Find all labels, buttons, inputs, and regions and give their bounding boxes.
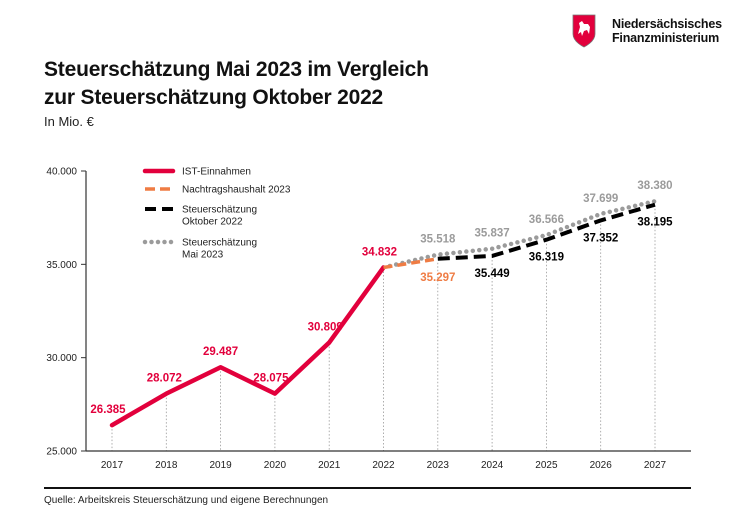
y-tick-label: 35.000: [46, 260, 77, 271]
x-tick-label: 2017: [101, 460, 124, 471]
data-label: 28.075: [253, 373, 289, 385]
series-line-nachtragshaushalt-2023: [383, 257, 439, 270]
data-label: 36.566: [529, 214, 564, 226]
legend-label: Nachtragshaushalt 2023: [182, 185, 291, 196]
data-label: 26.385: [90, 404, 126, 416]
data-label: 28.072: [147, 373, 182, 385]
footer-divider: [44, 487, 691, 489]
x-tick-label: 2024: [481, 460, 504, 471]
data-label: 30.809: [308, 322, 343, 334]
legend-label: Oktober 2022: [182, 217, 243, 228]
legend-label: Steuerschätzung: [182, 238, 257, 249]
x-tick-label: 2020: [264, 460, 287, 471]
legend-label: Steuerschätzung: [182, 205, 257, 216]
x-tick-label: 2018: [155, 460, 178, 471]
source-note: Quelle: Arbeitskreis Steuerschätzung und…: [44, 495, 329, 506]
org-line-2: Finanzministerium: [612, 30, 720, 45]
chart-subtitle: In Mio. €: [44, 114, 94, 129]
org-line-1: Niedersächsisches: [612, 17, 722, 31]
legend-label: IST-Einnahmen: [182, 167, 251, 178]
x-tick-label: 2027: [644, 460, 667, 471]
title-line-2: zur Steuerschätzung Oktober 2022: [44, 86, 384, 109]
y-tick-label: 40.000: [46, 167, 77, 178]
data-label: 35.297: [420, 272, 455, 284]
x-tick-label: 2025: [535, 460, 558, 471]
series-line-steuersch-tzung-oktober-2022: [437, 202, 656, 261]
title-line-1: Steuerschätzung Mai 2023 im Vergleich: [44, 58, 429, 81]
data-label: 35.518: [420, 234, 456, 246]
data-label: 37.352: [583, 232, 618, 244]
y-tick-label: 25.000: [46, 447, 77, 458]
y-tick-label: 30.000: [46, 353, 77, 364]
chart-title: Steuerschätzung Mai 2023 im Vergleich zu…: [44, 56, 429, 112]
x-tick-label: 2021: [318, 460, 341, 471]
data-label: 35.837: [475, 228, 510, 240]
data-label: 35.449: [475, 268, 510, 280]
data-label: 38.195: [637, 217, 673, 229]
data-label: 34.832: [362, 246, 397, 258]
legend-label: Mai 2023: [182, 250, 224, 261]
data-label: 38.380: [637, 180, 672, 192]
x-tick-label: 2019: [209, 460, 232, 471]
coat-of-arms-icon: [572, 14, 596, 48]
series-line-steuersch-tzung-mai-2023: [381, 198, 658, 270]
data-label: 36.319: [529, 252, 564, 264]
x-tick-label: 2022: [372, 460, 395, 471]
data-label: 37.699: [583, 193, 618, 205]
x-tick-label: 2026: [590, 460, 613, 471]
series-line-ist-einnahmen: [109, 265, 386, 428]
organization-name: Niedersächsisches Finanzministerium: [612, 17, 722, 45]
x-tick-label: 2023: [427, 460, 450, 471]
data-label: 29.487: [203, 346, 238, 358]
